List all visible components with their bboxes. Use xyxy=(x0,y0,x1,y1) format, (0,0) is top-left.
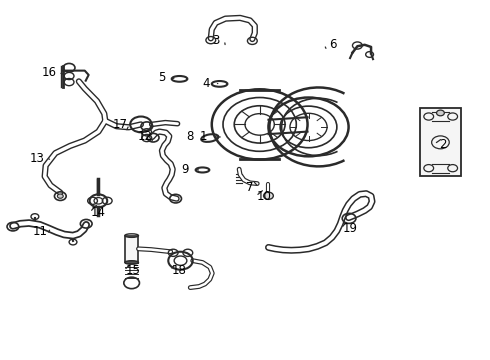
Text: 16: 16 xyxy=(42,66,57,79)
Text: 15: 15 xyxy=(125,264,140,277)
Text: 17: 17 xyxy=(113,118,128,131)
Circle shape xyxy=(437,110,444,116)
Text: 11: 11 xyxy=(32,225,47,238)
Text: 2: 2 xyxy=(439,138,447,150)
Text: 10: 10 xyxy=(257,190,272,203)
Text: 7: 7 xyxy=(246,181,254,194)
Text: 13: 13 xyxy=(30,152,45,165)
Circle shape xyxy=(264,192,273,199)
Text: 12: 12 xyxy=(137,130,152,144)
Text: 3: 3 xyxy=(212,33,220,47)
Text: 4: 4 xyxy=(202,77,210,90)
Text: 9: 9 xyxy=(182,163,189,176)
Text: 18: 18 xyxy=(172,264,187,277)
Text: 8: 8 xyxy=(187,130,194,144)
Circle shape xyxy=(57,194,63,198)
Text: 1: 1 xyxy=(200,130,207,144)
Text: 19: 19 xyxy=(343,222,358,235)
Bar xyxy=(125,235,139,262)
Text: 14: 14 xyxy=(91,206,106,219)
Text: 6: 6 xyxy=(329,38,337,51)
FancyBboxPatch shape xyxy=(420,108,462,176)
Text: 5: 5 xyxy=(158,71,166,84)
